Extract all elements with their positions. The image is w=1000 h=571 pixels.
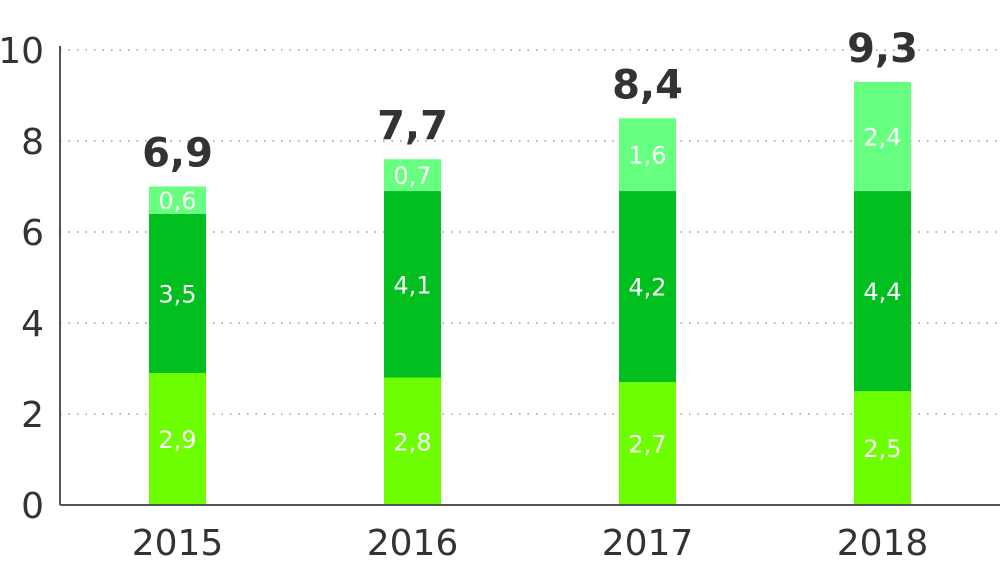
segment-value-label: 2,9	[158, 426, 196, 454]
bar-segment-2016-2	[384, 191, 441, 378]
segment-value-label: 1,6	[628, 142, 666, 170]
y-tick-label: 6	[21, 213, 44, 254]
bar-segment-2015-2	[149, 213, 206, 374]
bar-segment-2018-3	[854, 81, 911, 192]
x-tick-label: 2016	[367, 523, 459, 564]
segment-value-label: 4,4	[863, 278, 901, 306]
bar-segment-2017-2	[619, 191, 676, 383]
bar-segment-2018-2	[854, 191, 911, 392]
axes: 0 2 4 6 8 10 2015 2016 2017 2018	[0, 31, 1000, 564]
bar-total-label: 7,7	[377, 103, 448, 149]
bar-total-label: 8,4	[612, 62, 683, 108]
segment-value-label: 0,6	[158, 187, 196, 215]
bar-segment-2015-1	[149, 373, 206, 505]
y-tick-label: 0	[21, 486, 44, 527]
bar-total-label: 6,9	[142, 131, 213, 177]
bar-segment-2017-3	[619, 118, 676, 192]
data-labels: 2,9 3,5 0,6 6,9 2,8 4,1 0,7 7,7 2,7 4,2 1,6 8,4 2,5 4…	[142, 26, 918, 463]
bar-segment-2015-3	[149, 186, 206, 214]
segment-value-label: 2,8	[393, 428, 431, 456]
segment-value-label: 4,2	[628, 274, 666, 302]
y-tick-label: 4	[21, 304, 44, 345]
bar-segment-2017-1	[619, 382, 676, 505]
bar-segment-2018-1	[854, 391, 911, 505]
bar-series	[149, 81, 911, 505]
segment-value-label: 2,5	[863, 435, 901, 463]
bar-segment-2016-1	[384, 377, 441, 505]
segment-value-label: 4,1	[393, 271, 431, 299]
bar-total-label: 9,3	[847, 26, 918, 72]
segment-value-label: 0,7	[393, 162, 431, 190]
y-tick-label: 2	[21, 395, 44, 436]
x-tick-label: 2018	[837, 523, 929, 564]
x-tick-label: 2015	[132, 523, 224, 564]
grid-lines	[60, 49, 1000, 415]
y-tick-label: 10	[0, 31, 44, 72]
y-tick-label: 8	[21, 122, 44, 163]
segment-value-label: 2,7	[628, 431, 666, 459]
bar-segment-2016-3	[384, 159, 441, 192]
segment-value-label: 3,5	[158, 280, 196, 308]
segment-value-label: 2,4	[863, 123, 901, 151]
x-tick-label: 2017	[602, 523, 694, 564]
